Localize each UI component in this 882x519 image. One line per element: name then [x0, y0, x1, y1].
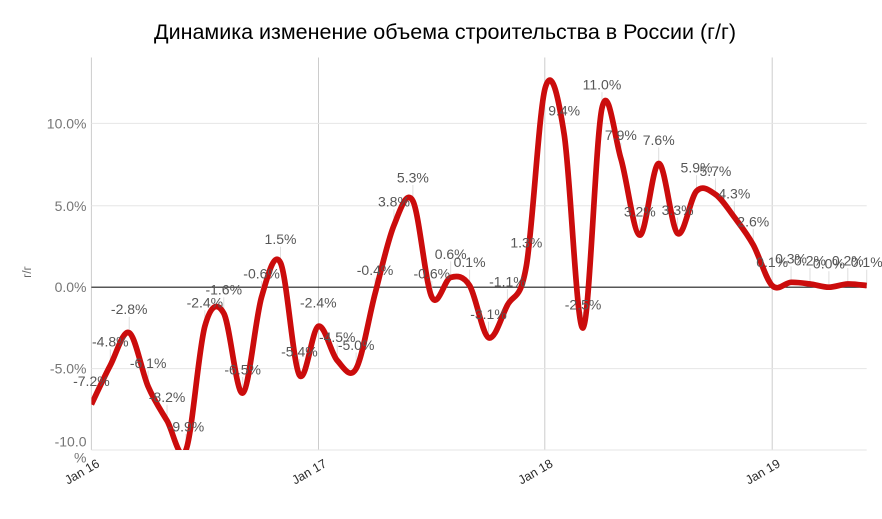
svg-text:0.0%: 0.0%: [55, 279, 87, 295]
svg-text:7.6%: 7.6%: [643, 132, 675, 148]
svg-text:-6.1%: -6.1%: [130, 355, 167, 371]
svg-text:-5.0%: -5.0%: [338, 337, 375, 353]
svg-text:-4.8%: -4.8%: [92, 334, 129, 350]
svg-text:-1.6%: -1.6%: [205, 282, 242, 298]
svg-text:-6.5%: -6.5%: [224, 361, 261, 377]
svg-text:3.3%: 3.3%: [662, 202, 694, 218]
svg-text:0.3%: 0.3%: [775, 251, 807, 267]
svg-text:-5.4%: -5.4%: [281, 344, 318, 360]
svg-text:-1.1%: -1.1%: [489, 274, 526, 290]
svg-text:0.2%: 0.2%: [832, 252, 864, 268]
svg-text:5.9%: 5.9%: [681, 160, 713, 176]
svg-text:9.4%: 9.4%: [548, 103, 580, 119]
svg-text:-2.4%: -2.4%: [300, 295, 337, 311]
svg-text:-2.8%: -2.8%: [111, 301, 148, 317]
svg-text:0.1%: 0.1%: [851, 254, 882, 270]
svg-text:7.9%: 7.9%: [605, 127, 637, 143]
svg-text:-3.1%: -3.1%: [470, 306, 507, 322]
svg-text:2.6%: 2.6%: [737, 213, 769, 229]
svg-text:0.0%: 0.0%: [813, 256, 845, 272]
svg-text:-7.2%: -7.2%: [73, 373, 110, 389]
svg-text:0.6%: 0.6%: [435, 246, 467, 262]
svg-text:3.8%: 3.8%: [378, 194, 410, 210]
svg-text:1.3%: 1.3%: [510, 234, 542, 250]
svg-text:-2.4%: -2.4%: [187, 295, 224, 311]
svg-text:Динамика изменение объема стро: Динамика изменение объема строительства …: [154, 20, 736, 44]
svg-text:г/г: г/г: [22, 266, 34, 278]
svg-text:-4.5%: -4.5%: [319, 329, 356, 345]
svg-text:11.0%: 11.0%: [583, 77, 622, 93]
svg-text:5.7%: 5.7%: [699, 163, 731, 179]
svg-text:5.0%: 5.0%: [55, 198, 87, 214]
svg-text:-10.0: -10.0: [55, 433, 87, 449]
svg-text:1.5%: 1.5%: [265, 231, 297, 247]
svg-text:5.3%: 5.3%: [397, 169, 429, 185]
svg-text:3.2%: 3.2%: [624, 204, 656, 220]
svg-text:4.3%: 4.3%: [718, 186, 750, 202]
svg-text:-5.0%: -5.0%: [50, 361, 87, 377]
svg-text:-9.9%: -9.9%: [168, 418, 205, 434]
svg-text:-2.5%: -2.5%: [565, 296, 602, 312]
svg-text:0.1%: 0.1%: [756, 254, 788, 270]
svg-text:-8.2%: -8.2%: [149, 389, 186, 405]
svg-text:-0.6%: -0.6%: [413, 265, 450, 281]
svg-text:0.1%: 0.1%: [454, 254, 486, 270]
svg-text:10.0%: 10.0%: [47, 115, 87, 131]
svg-text:0.2%: 0.2%: [794, 252, 826, 268]
svg-text:-0.4%: -0.4%: [357, 262, 394, 278]
svg-text:-0.6%: -0.6%: [243, 265, 280, 281]
svg-text:%: %: [74, 450, 86, 466]
